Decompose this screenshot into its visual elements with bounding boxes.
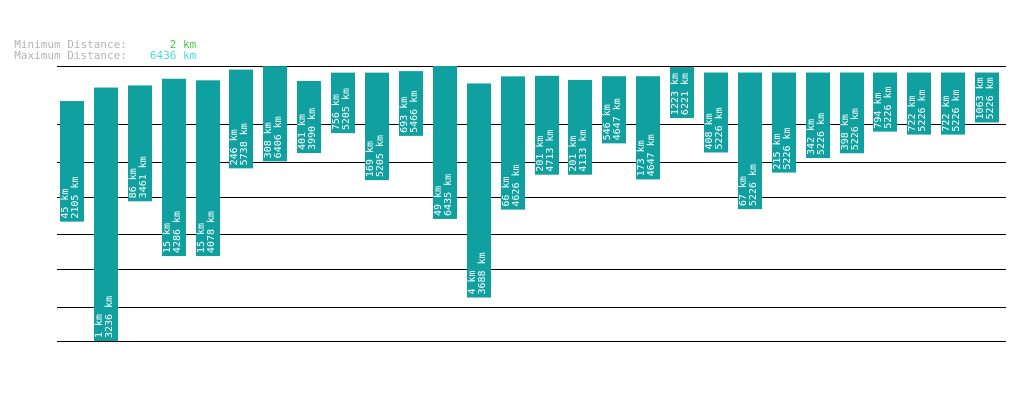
bar-min-label-11: 693 km: [399, 97, 410, 133]
bar-11: [399, 71, 423, 136]
bar-min-label-7: 308 km: [263, 122, 274, 158]
bar-1: [60, 101, 84, 222]
max-distance-value: 6436 km: [149, 49, 197, 62]
bar-min-label-28: 1063 km: [975, 77, 986, 119]
bar-27: [941, 72, 965, 135]
bar-min-label-9: 756 km: [331, 94, 342, 130]
bar-max-label-16: 4133 km: [578, 130, 589, 172]
bar-max-label-18: 4647 km: [646, 134, 657, 176]
bar-min-label-3: 86 km: [128, 168, 139, 198]
bar-min-label-16: 201 km: [568, 136, 579, 172]
bar-min-label-26: 722 km: [907, 95, 918, 131]
bar-min-label-8: 401 km: [297, 114, 308, 150]
bar-max-label-7: 6406 km: [273, 116, 284, 158]
bar-max-label-22: 5226 km: [782, 127, 793, 169]
bar-max-label-8: 3990 km: [307, 108, 318, 150]
bar-min-label-2: 1 km: [94, 314, 105, 338]
bar-2: [94, 87, 118, 341]
bar-5: [196, 80, 220, 257]
gridlines: [57, 66, 1006, 342]
bar-max-label-9: 5205 km: [341, 88, 352, 130]
max-distance-row: Maximum Distance: 6436 km: [1, 39, 196, 61]
bar-min-label-4: 15 km: [162, 223, 173, 253]
bar-min-label-12: 49 km: [433, 186, 444, 216]
bar-25: [873, 72, 897, 132]
bar-min-label-15: 201 km: [535, 136, 546, 172]
bar-min-label-14: 66 km: [501, 177, 512, 207]
bar-min-label-13: 4 km: [467, 270, 478, 294]
bar-10: [365, 72, 389, 181]
bar-9: [331, 72, 355, 134]
bar-24: [840, 72, 864, 154]
bar-min-label-6: 246 km: [229, 129, 240, 165]
bar-min-label-27: 722 km: [941, 95, 952, 131]
bar-max-label-20: 5226 km: [714, 107, 725, 149]
bar-max-label-19: 6221 km: [680, 73, 691, 115]
bar-max-label-27: 5226 km: [951, 89, 962, 131]
bar-23: [806, 72, 830, 159]
bar-22: [772, 72, 796, 173]
bar-17: [602, 76, 626, 144]
bar-13: [467, 83, 491, 298]
bar-max-label-14: 4626 km: [511, 164, 522, 206]
bar-min-label-22: 215 km: [772, 133, 783, 169]
bar-8: [297, 80, 321, 154]
bar-max-label-4: 4286 km: [172, 211, 183, 253]
bar-28: [975, 72, 999, 123]
bar-19: [670, 67, 694, 119]
min-distance-label: Minimum Distance:: [14, 38, 127, 51]
max-distance-label: Maximum Distance:: [14, 49, 127, 62]
bar-min-label-25: 794 km: [873, 92, 884, 128]
bar-max-label-12: 6435 km: [443, 174, 454, 216]
bar-max-label-1: 2105 km: [70, 176, 81, 218]
bar-max-label-13: 3688 km: [477, 252, 488, 294]
bar-min-label-5: 15 km: [196, 223, 207, 253]
bar-max-label-15: 4713 km: [545, 130, 556, 172]
bar-min-label-24: 398 km: [840, 114, 851, 150]
bar-14: [501, 76, 525, 210]
bar-21: [738, 72, 762, 210]
bar-16: [568, 79, 592, 175]
bar-max-label-25: 5226 km: [883, 86, 894, 128]
bar-min-label-18: 173 km: [636, 140, 647, 176]
bar-7: [263, 66, 287, 162]
bar-max-label-5: 4078 km: [206, 211, 217, 253]
bar-max-label-2: 3236 km: [104, 296, 115, 338]
bar-max-label-23: 5226 km: [816, 113, 827, 155]
bar-max-label-3: 3461 km: [138, 156, 149, 198]
bar-6: [229, 69, 253, 169]
bar-min-label-17: 546 km: [602, 104, 613, 140]
bars: 45 km 2105 km 1 km 3236 km 86 km 3461 km 15 km…: [60, 66, 999, 341]
bar-max-label-10: 5205 km: [375, 135, 386, 177]
bar-max-label-17: 4647 km: [612, 98, 623, 140]
bar-min-label-21: 67 km: [738, 176, 749, 206]
bar-4: [162, 78, 186, 257]
bar-max-label-24: 5226 km: [850, 108, 861, 150]
bar-max-label-6: 5738 km: [239, 123, 250, 165]
bar-max-label-26: 5226 km: [917, 89, 928, 131]
bar-min-label-1: 45 km: [60, 189, 71, 219]
bar-max-label-21: 5226 km: [748, 164, 759, 206]
bar-min-label-10: 169 km: [365, 141, 376, 177]
min-distance-value: 2 km: [169, 38, 197, 51]
bar-min-label-23: 342 km: [806, 119, 817, 155]
bar-18: [636, 76, 660, 180]
bar-3: [128, 85, 152, 202]
min-distance-row: Minimum Distance: 2 km: [1, 28, 196, 50]
bar-max-label-28: 5226 km: [985, 77, 996, 119]
bar-15: [535, 75, 559, 175]
bar-12: [433, 66, 457, 219]
bar-20: [704, 72, 728, 153]
bar-min-label-19: 1223 km: [670, 73, 681, 115]
bar-max-label-11: 5466 km: [409, 91, 420, 133]
bar-min-label-20: 408 km: [704, 113, 715, 149]
bar-26: [907, 72, 931, 135]
